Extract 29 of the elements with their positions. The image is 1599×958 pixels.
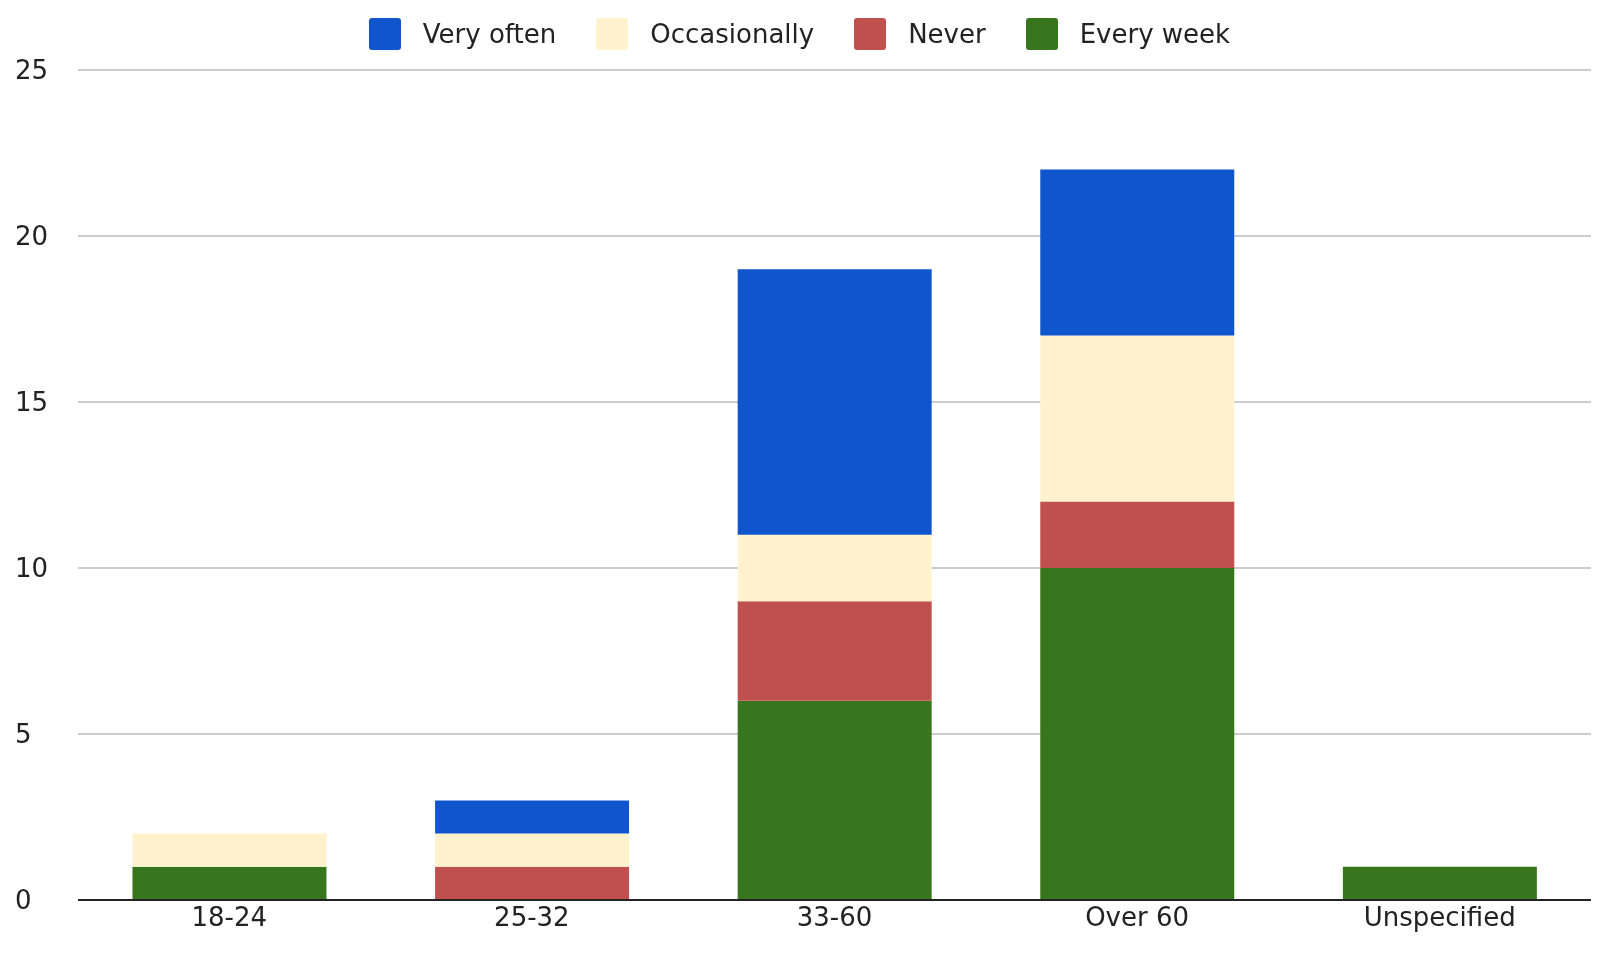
bar (435, 866, 630, 900)
bar (1040, 568, 1235, 900)
bar (1040, 169, 1235, 336)
x-tick-label: 25-32 (494, 902, 570, 933)
y-tick-label: 10 (15, 553, 49, 584)
bar (132, 866, 327, 900)
bar (737, 534, 932, 602)
bar (1342, 866, 1537, 900)
bar (737, 700, 932, 900)
bar (737, 601, 932, 701)
bar (1040, 335, 1235, 502)
legend-label: Every week (1079, 19, 1231, 49)
x-tick-label: Unspecified (1363, 902, 1516, 933)
legend-label: Never (908, 19, 986, 49)
legend-label: Very often (422, 19, 557, 49)
y-tick-label: 5 (15, 719, 32, 750)
x-tick-label: Over 60 (1085, 902, 1190, 933)
bar (435, 800, 630, 834)
x-tick-label: 33-60 (796, 902, 873, 933)
legend-label: Occasionally (650, 19, 815, 49)
bar (1040, 501, 1235, 568)
bar (435, 833, 630, 867)
bar (737, 269, 932, 535)
y-tick-label: 15 (15, 387, 49, 418)
y-tick-label: 20 (15, 221, 49, 252)
bar (132, 833, 327, 867)
x-tick-label: 18-24 (191, 902, 268, 933)
y-tick-label: 0 (15, 885, 32, 916)
y-tick-label: 25 (15, 55, 49, 86)
